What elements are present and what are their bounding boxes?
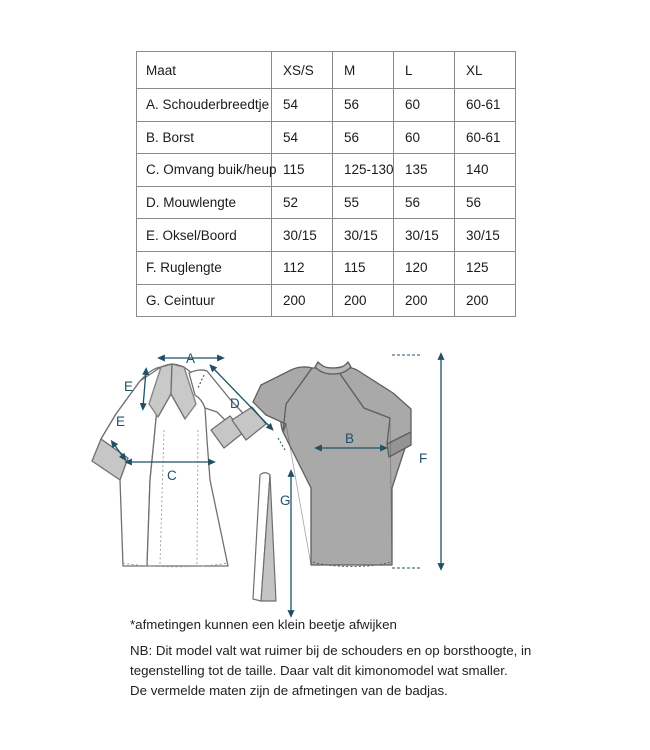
svg-text:F: F (419, 451, 427, 466)
svg-text:C: C (167, 468, 177, 483)
svg-text:E: E (116, 414, 125, 429)
svg-text:D: D (230, 396, 240, 411)
svg-text:B: B (345, 431, 354, 446)
svg-text:E: E (124, 379, 133, 394)
svg-text:A: A (186, 351, 195, 366)
svg-text:G: G (280, 493, 291, 508)
